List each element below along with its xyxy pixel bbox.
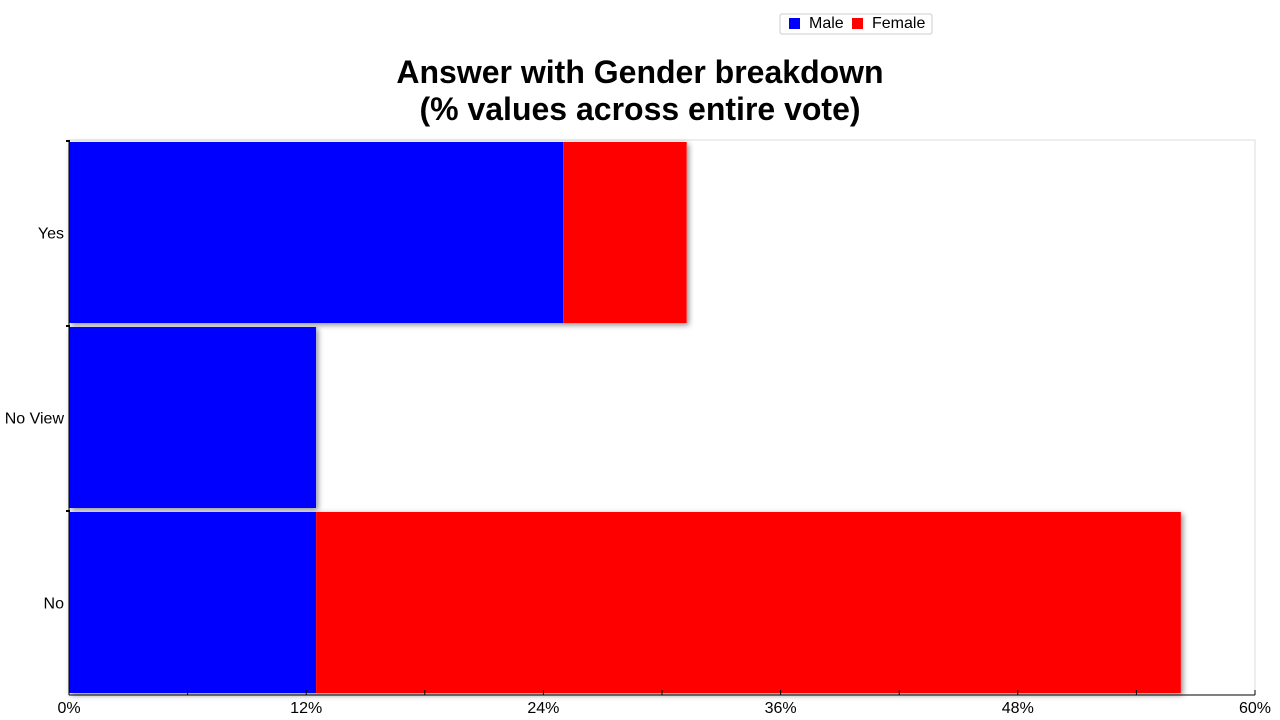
- chart-title-line-2: (% values across entire vote): [419, 91, 860, 127]
- bar-yes-male: [69, 142, 564, 323]
- bar-no-female: [316, 512, 1181, 693]
- x-tick-label-0: 0%: [57, 700, 80, 717]
- x-tick-label-24: 24%: [527, 700, 559, 717]
- legend-label-male: Male: [809, 15, 844, 32]
- y-axis-ticks: Yes No View No: [5, 140, 70, 613]
- x-tick-label-48: 48%: [1002, 700, 1034, 717]
- legend-swatch-female: [852, 18, 863, 29]
- chart-title-line-1: Answer with Gender breakdown: [396, 54, 883, 90]
- bar-yes-female: [563, 142, 687, 323]
- y-category-label-no-view: No View: [5, 411, 65, 428]
- legend: Male Female: [779, 13, 933, 35]
- legend-label-female: Female: [872, 15, 925, 32]
- bars: [69, 142, 1181, 693]
- y-category-label-no: No: [44, 596, 65, 613]
- x-axis-ticks: 0% 12% 24% 36% 48% 60%: [57, 690, 1271, 717]
- bar-no-male: [69, 512, 317, 693]
- y-category-label-yes: Yes: [38, 226, 64, 243]
- x-tick-label-12: 12%: [290, 700, 322, 717]
- x-tick-label-36: 36%: [765, 700, 797, 717]
- bar-no-view-male: [69, 327, 317, 508]
- legend-swatch-male: [789, 18, 800, 29]
- x-tick-label-60: 60%: [1239, 700, 1271, 717]
